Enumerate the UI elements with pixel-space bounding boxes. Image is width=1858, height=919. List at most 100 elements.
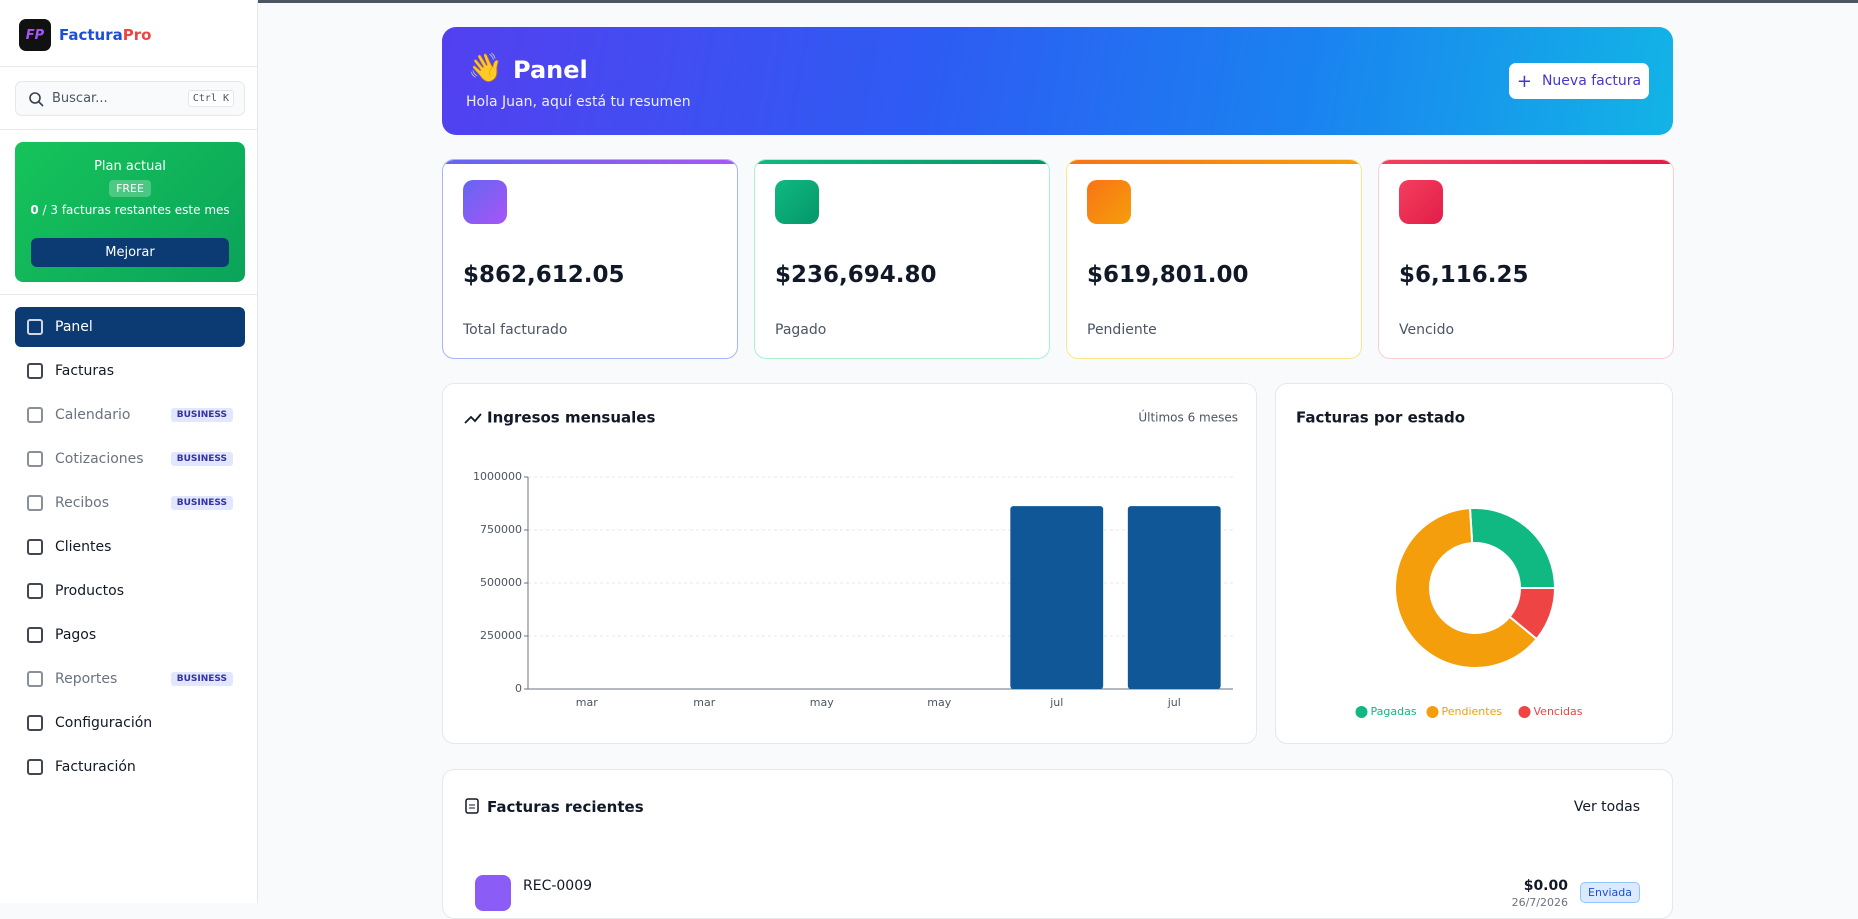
nav-label: Calendario [55, 407, 131, 423]
nav-badge: BUSINESS [170, 672, 233, 686]
nav-item[interactable]: Clientes [15, 527, 245, 567]
invoice-number[interactable]: REC-0009 [523, 878, 593, 894]
nav-icon [27, 495, 43, 511]
stat-icon [775, 180, 819, 224]
shortcut: Ctrl K [187, 90, 234, 107]
y-tick-label: 250000 [480, 629, 522, 642]
brand-name: Factura [59, 26, 123, 44]
chart-title: Ingresos mensuales [487, 409, 655, 427]
new-invoice-label: Nueva factura [1541, 73, 1642, 89]
divider [0, 129, 258, 130]
pie-card: Facturas por estado Pagadas Pendientes Ven… [1275, 383, 1673, 744]
plan-badge: FREE [109, 180, 151, 197]
donut-slice [1508, 587, 1557, 641]
x-tick-label: mar [576, 696, 598, 709]
nav-label: Configuración [55, 715, 153, 731]
nav-label: Clientes [55, 539, 112, 555]
nav-icon [27, 583, 43, 599]
y-tick-label: 1000000 [473, 470, 522, 483]
nav-label: Pagos [55, 627, 97, 643]
recent-title: Facturas recientes [487, 798, 644, 816]
y-tick-label: 500000 [480, 576, 522, 589]
plus-icon: + [1516, 70, 1532, 92]
x-tick-label: mar [693, 696, 715, 709]
legend-label: Pendientes [1442, 705, 1503, 718]
divider [0, 294, 258, 295]
nav-icon [27, 539, 43, 555]
bar [1127, 506, 1221, 689]
stat-card: $862,612.05 Total facturado [442, 159, 738, 359]
stat-value: $619,801.00 [1087, 262, 1249, 288]
bar [1010, 506, 1104, 689]
plan-rest: / 3 facturas restantes este mes [42, 203, 230, 217]
stat-value: $862,612.05 [463, 262, 625, 288]
trend-icon [464, 413, 482, 424]
stat-label: Vencido [1399, 322, 1455, 338]
nav-item[interactable]: Calendario BUSINESS [15, 395, 245, 435]
stat-label: Pagado [775, 322, 827, 338]
nav-item[interactable]: Pagos [15, 615, 245, 655]
header-title: Panel [513, 56, 588, 84]
window-edge [0, 0, 1858, 3]
nav-label: Cotizaciones [55, 451, 144, 467]
search[interactable]: Buscar... Ctrl K [15, 81, 245, 116]
brand-accent: Pro [122, 26, 152, 44]
bar-chart: Ingresos mensuales Últimos 6 meses 0 2500… [464, 409, 1238, 709]
doc-icon [465, 798, 479, 814]
stat-label: Pendiente [1087, 322, 1157, 338]
x-tick-label: may [927, 696, 951, 709]
plan-usage: 0 / 3 facturas restantes este mes [15, 203, 245, 217]
wave-emoji: 👋 [468, 51, 503, 84]
nav-item[interactable]: Facturas [15, 351, 245, 391]
recent-card: Facturas recientes Ver todas REC-0009 $0… [442, 769, 1673, 919]
brand: FacturaPro [59, 26, 151, 44]
stat-accent [1067, 160, 1361, 164]
legend-swatch [1426, 706, 1439, 718]
nav-icon [27, 319, 43, 335]
legend-swatch [1518, 706, 1531, 718]
nav-item[interactable]: Panel [15, 307, 245, 347]
logo: FP [19, 19, 51, 51]
header-subtitle: Hola Juan, aquí está tu resumen [466, 94, 691, 110]
nav-icon [27, 759, 43, 775]
nav-label: Panel [55, 319, 93, 335]
plan-card: Plan actual FREE 0 / 3 facturas restante… [15, 142, 245, 282]
nav-item[interactable]: Recibos BUSINESS [15, 483, 245, 523]
stat-card: $6,116.25 Vencido [1378, 159, 1674, 359]
stat-card: $236,694.80 Pagado [754, 159, 1050, 359]
nav-item[interactable]: Productos [15, 571, 245, 611]
invoice-status: Enviada [1580, 882, 1640, 903]
stat-icon [1087, 180, 1131, 224]
legend-swatch [1355, 706, 1368, 718]
nav-item[interactable]: Cotizaciones BUSINESS [15, 439, 245, 479]
legend-label: Vencidas [1534, 705, 1583, 718]
nav-icon [27, 451, 43, 467]
divider [0, 66, 258, 67]
stat-value: $6,116.25 [1399, 262, 1529, 288]
nav-item[interactable]: Reportes BUSINESS [15, 659, 245, 699]
chart-title: Facturas por estado [1296, 409, 1465, 427]
nav-label: Facturas [55, 363, 115, 379]
stat-accent [755, 160, 1049, 164]
x-tick-label: may [810, 696, 834, 709]
nav-icon [27, 715, 43, 731]
nav-item[interactable]: Facturación [15, 747, 245, 787]
search-placeholder: Buscar... [52, 91, 108, 106]
nav-badge: BUSINESS [170, 496, 233, 510]
see-all-link[interactable]: Ver todas [1573, 799, 1640, 815]
nav-badge: BUSINESS [170, 452, 233, 466]
nav-label: Facturación [55, 759, 136, 775]
nav-item[interactable]: Configuración [15, 703, 245, 743]
plan-used: 0 [30, 203, 39, 217]
nav-icon [27, 407, 43, 423]
header: 👋 Panel Hola Juan, aquí está tu resumen … [442, 27, 1673, 135]
nav-label: Recibos [55, 495, 110, 511]
stat-accent [443, 160, 737, 164]
upgrade-button[interactable]: Mejorar [31, 238, 229, 267]
stat-icon [463, 180, 507, 224]
chart-subtitle: Últimos 6 meses [1138, 410, 1238, 425]
x-tick-label: jul [1167, 696, 1181, 709]
nav-badge: BUSINESS [170, 408, 233, 422]
new-invoice-button[interactable]: + Nueva factura [1509, 63, 1649, 99]
x-tick-label: jul [1049, 696, 1063, 709]
